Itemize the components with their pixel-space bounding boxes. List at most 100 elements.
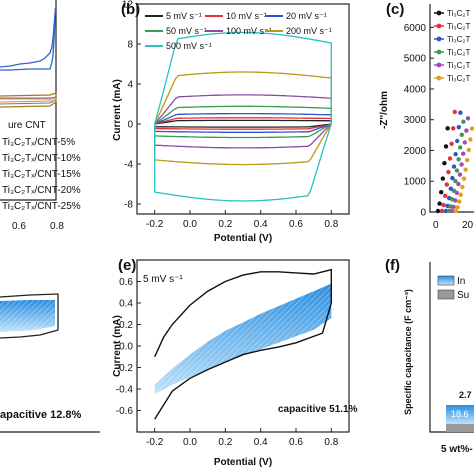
panel-c-point [444, 182, 449, 187]
panel-e-xlabel: Potential (V) [214, 457, 272, 468]
panel-a-curve-mix2 [0, 96, 57, 105]
panel-a-legend-item: Ti₃C₂Tₓ/CNT-5% [2, 137, 75, 148]
panel-e-ylabel: Current (mA) [112, 315, 123, 377]
panel-b-y-tick-label: 12 [122, 0, 134, 11]
panel-a-legend-item: Ti₃C₂Tₓ/CNT-25% [2, 201, 81, 212]
panel-e-x-tick-label: 0.2 [218, 437, 232, 448]
panel-b-x-tick-label: 0.0 [183, 219, 197, 230]
panel-c-legend-label: Ti₃C₂T [447, 22, 471, 31]
panel-c-point [454, 190, 459, 195]
panel-c-point [455, 138, 460, 144]
panel-f-legend-label: Su [457, 290, 469, 301]
panel-a-curve-mix3 [0, 98, 57, 103]
panel-c-point [459, 162, 464, 167]
panel-c-legend-label: Ti₃C₂T [447, 48, 471, 57]
panel-c-point [465, 116, 471, 121]
panel-b-y-ticks: -8 -4 0 4 8 12 [122, 0, 141, 211]
panel-e-capacitive-hatch [154, 283, 332, 395]
panel-c-point [446, 169, 451, 175]
panel-a-legend-item: Ti₃C₂Tₓ/CNT-20% [2, 185, 81, 196]
panel-e-y-tick-label: -0.2 [116, 363, 134, 374]
panel-d: apacitive 12.8% [0, 293, 100, 433]
panel-d-hatch [0, 300, 55, 332]
panel-f-bar-inner-value: 18.6 [451, 409, 469, 419]
panel-e-x-tick-label: 0.8 [324, 437, 338, 448]
panel-c-point [463, 167, 468, 172]
panel-b-y-tick-label: -4 [124, 160, 133, 171]
panel-b-legend-label: 20 mV s⁻¹ [286, 11, 327, 21]
panel-c-point [457, 172, 463, 177]
panel-c-point [468, 137, 473, 142]
panel-c-point [442, 161, 447, 166]
panel-c-point [458, 145, 463, 150]
panel-c-point [443, 144, 449, 149]
panel-c-legend-marker [436, 49, 442, 55]
panel-c-ylabel: -Z''/ohm [379, 91, 390, 129]
panel-c-xtick: 0 [433, 220, 439, 231]
panel-b-label: (b) [121, 1, 140, 18]
panel-c-point [459, 132, 464, 137]
panel-e-y-tick-label: -0.4 [116, 385, 134, 396]
panel-c-xtick: 20 [462, 220, 474, 231]
panel-c-point [450, 175, 455, 181]
panel-e-y-tick-label: 0.6 [119, 277, 133, 288]
panel-c-point [441, 202, 446, 208]
panel-b-legend-label: 500 mV s⁻¹ [166, 41, 212, 51]
panel-e-plot [154, 268, 332, 420]
panel-c-point [457, 199, 462, 204]
panel-c-legend: Ti₃C₂T Ti₃C₂T Ti₃C₂T Ti₃C₂T Ti₃C₂T Ti₃C₂T [434, 9, 471, 83]
panel-d-cv-outline [0, 293, 59, 339]
panel-b-x-ticks: -0.2 0.0 0.2 0.4 0.6 0.8 [146, 210, 339, 230]
panel-c-point [461, 151, 466, 156]
panel-f-legend-swatch-inner [437, 275, 455, 286]
panel-f-ylabel: Specific capacitance (F cm⁻³) [403, 289, 413, 415]
panel-d-annotation: apacitive 12.8% [0, 409, 82, 421]
panel-b-x-tick-label: 0.8 [324, 219, 338, 230]
panel-f-bar-surface [446, 424, 474, 432]
panel-e: (e) -0.6 -0.4 -0.2 0.0 0.2 0.4 0.6 -0.2 0.0 0.2 0… [112, 257, 358, 468]
panel-c-legend-marker [436, 36, 442, 42]
panel-b-legend-label: 10 mV s⁻¹ [226, 11, 267, 21]
panel-c-legend-marker [436, 62, 442, 68]
panel-b-y-tick-label: -8 [124, 200, 133, 211]
panel-b-x-tick-label: 0.6 [289, 219, 303, 230]
panel-c-point [453, 198, 458, 203]
panel-c-point [456, 125, 461, 130]
panel-b-legend-label: 50 mV s⁻¹ [166, 26, 207, 36]
panel-e-y-tick-label: -0.6 [116, 406, 134, 417]
panel-f-label: (f) [385, 257, 400, 274]
panel-c-point [440, 176, 445, 181]
panel-f-bar-value: 2.7 [459, 390, 472, 400]
panel-e-annotation: capacitive 51.1% [278, 404, 358, 415]
panel-a-legend-item: ure CNT [8, 120, 46, 131]
panel-e-cv-curve [154, 268, 332, 420]
panel-c-legend-label: Ti₃C₂T [447, 9, 471, 18]
panel-c-point [453, 208, 459, 214]
panel-c-y-tick-label: 0 [420, 208, 426, 219]
panel-e-y-tick-label: 0.4 [119, 299, 133, 310]
panel-c-point [455, 205, 460, 210]
panel-c-legend-label: Ti₃C₂T [447, 35, 471, 44]
panel-b-frame [136, 3, 350, 215]
panel-c-point [462, 140, 467, 145]
panel-f-bar-inner [446, 405, 474, 424]
panel-c-point [445, 126, 450, 131]
panel-b-series-curve [154, 119, 332, 128]
panel-c: (c) 0 1000 2000 3000 4000 5000 6000 -Z''/ohm T… [379, 1, 474, 231]
panel-c-point [451, 164, 457, 169]
panel-c-label: (c) [386, 1, 404, 18]
panel-a-curve-cnt [0, 7, 57, 68]
panel-c-legend-marker [436, 10, 442, 16]
panel-b-ylabel: Current (mA) [112, 79, 123, 141]
panel-b-legend: 5 mV s⁻¹ 10 mV s⁻¹ 20 mV s⁻¹ 50 mV s⁻¹ 100 m… [145, 11, 332, 51]
panel-b-curves [154, 31, 332, 202]
panel-b-x-tick-label: 0.4 [254, 219, 268, 230]
panel-c-point [452, 109, 457, 115]
panel-e-x-tick-label: 0.0 [183, 437, 197, 448]
panel-a-legend-item: Ti₃C₂Tₓ/CNT-15% [2, 169, 81, 180]
panel-c-point [456, 157, 461, 162]
panel-c-point [466, 147, 471, 153]
panel-c-point [447, 156, 453, 161]
panel-e-y-tick-label: 0.2 [119, 320, 133, 331]
panel-c-point [453, 178, 458, 184]
